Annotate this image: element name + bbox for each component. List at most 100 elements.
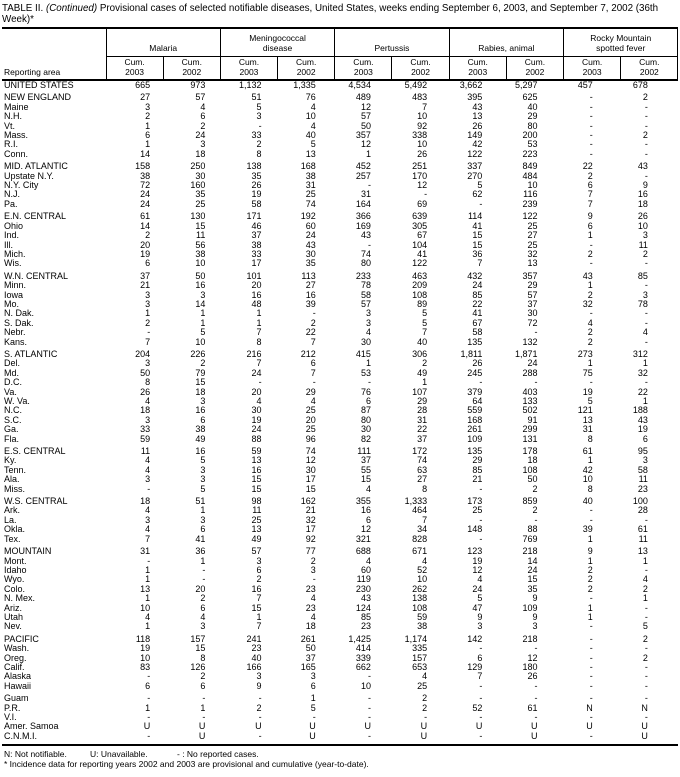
table-row: Wis. 6 10 17 35 80 122 7 13 - - <box>2 259 678 268</box>
value-cell: 43 <box>305 240 316 250</box>
value-cell: 5 <box>200 328 206 338</box>
value-cell: 10 <box>140 603 151 613</box>
table-row: S. ATLANTIC 204 226 216 212 415 306 1,811 1,871 2… <box>2 350 678 359</box>
value-cell: 166 <box>246 662 262 672</box>
value-cell: 2 <box>145 112 151 122</box>
value-cell: 31 <box>140 547 151 557</box>
table-row: E.N. CENTRAL 61 130 171 192 366 639 114 122 9 26 <box>2 212 678 221</box>
value-cell: 15 <box>195 644 206 654</box>
value-cell: 4 <box>145 525 151 535</box>
value-cell: 3 <box>642 456 648 466</box>
value-cell: 171 <box>246 212 262 222</box>
reporting-area-cell: D.C. <box>4 378 22 388</box>
value-cell: 25 <box>195 199 206 209</box>
value-cell: 7 <box>256 359 262 369</box>
value-cell: 7 <box>145 337 151 347</box>
value-cell: 366 <box>355 212 371 222</box>
reporting-area-cell: Idaho <box>4 565 27 575</box>
value-cell: 63 <box>417 465 428 475</box>
value-cell: 1 <box>200 703 206 713</box>
reporting-area-cell: Utah <box>4 612 24 622</box>
value-cell: 3 <box>365 309 371 319</box>
value-cell: 38 <box>140 171 151 181</box>
value-cell: 5,297 <box>515 80 538 90</box>
reporting-area-cell: Ohio <box>4 221 24 231</box>
value-cell: 130 <box>190 212 206 222</box>
value-cell: 26 <box>637 212 648 222</box>
value-cell: U <box>198 722 206 732</box>
value-cell: 59 <box>417 612 428 622</box>
value-cell: 9 <box>587 212 593 222</box>
value-cell: 9 <box>587 547 593 557</box>
value-cell: 2 <box>532 506 538 516</box>
value-cell: 357 <box>355 131 371 141</box>
value-cell: 2 <box>200 672 206 682</box>
value-cell: - <box>589 634 593 644</box>
value-cell: 3 <box>256 672 262 682</box>
value-cell: 36 <box>472 249 483 259</box>
value-cell: - <box>644 644 648 654</box>
value-cell: 47 <box>472 603 483 613</box>
value-cell: 12 <box>417 181 428 191</box>
table-row: Va. 26 18 20 29 76 107 379 403 19 22 <box>2 388 678 397</box>
value-cell: 24 <box>305 231 316 241</box>
value-cell: 158 <box>135 162 151 172</box>
value-cell: 1 <box>642 556 648 566</box>
value-cell: 101 <box>246 271 262 281</box>
value-cell: 9 <box>642 181 648 191</box>
value-cell: 37 <box>417 434 428 444</box>
value-cell: - <box>147 556 151 566</box>
legend-no-reported-cases: - : No reported cases. <box>177 749 259 760</box>
reporting-area-cell: N.Y. City <box>4 181 39 191</box>
value-cell: 30 <box>360 425 371 435</box>
value-cell: - <box>367 713 371 722</box>
legend-not-notifiable: N: Not notifiable. <box>4 749 67 760</box>
value-cell: 8 <box>256 337 262 347</box>
value-cell: 20 <box>251 281 262 291</box>
value-cell: 338 <box>412 131 428 141</box>
reporting-area-cell: Fla. <box>4 434 20 444</box>
value-cell: 209 <box>412 281 428 291</box>
value-cell: 25 <box>305 406 316 416</box>
value-cell: 38 <box>305 171 316 181</box>
value-cell: 20 <box>195 584 206 594</box>
reporting-area-cell: Wash. <box>4 644 30 654</box>
value-cell: 653 <box>412 662 428 672</box>
value-cell: 32 <box>582 299 593 309</box>
value-cell: 129 <box>467 662 483 672</box>
value-cell: 11 <box>638 240 648 250</box>
table-row: Vt. 1 2 - 4 50 92 26 80 - - <box>2 122 678 131</box>
value-cell: N <box>586 703 593 713</box>
value-cell: 414 <box>355 644 371 654</box>
value-cell: 2 <box>310 318 316 328</box>
value-cell: 2 <box>256 140 262 150</box>
value-cell: 24 <box>140 190 151 200</box>
value-cell: 61 <box>582 447 593 457</box>
value-cell: - <box>367 672 371 682</box>
value-cell: - <box>367 378 371 388</box>
value-cell: - <box>644 681 648 691</box>
value-cell: - <box>479 378 483 388</box>
value-cell: 104 <box>412 240 428 250</box>
value-cell: 218 <box>522 634 538 644</box>
value-cell: 116 <box>523 190 538 200</box>
value-cell: 3 <box>145 415 151 425</box>
value-cell: 42 <box>472 140 483 150</box>
value-cell: 688 <box>355 547 371 557</box>
value-cell: 59 <box>140 434 151 444</box>
value-cell: 1 <box>365 149 371 159</box>
value-cell: 41 <box>417 249 428 259</box>
value-cell: 51 <box>251 93 262 103</box>
value-cell: 25 <box>527 221 538 231</box>
value-cell: - <box>534 378 538 388</box>
reporting-area-cell: Ga. <box>4 425 19 435</box>
table-row: Amer. Samoa U U U U U U U U U U <box>2 722 678 731</box>
value-cell: - <box>644 694 648 704</box>
value-cell: 16 <box>195 447 206 457</box>
value-cell: 12 <box>472 565 483 575</box>
reporting-area-cell: Ariz. <box>4 603 22 613</box>
value-cell: - <box>589 694 593 704</box>
reporting-area-cell: W. Va. <box>4 397 30 406</box>
value-cell: 25 <box>251 515 262 525</box>
value-cell: 559 <box>467 406 483 416</box>
